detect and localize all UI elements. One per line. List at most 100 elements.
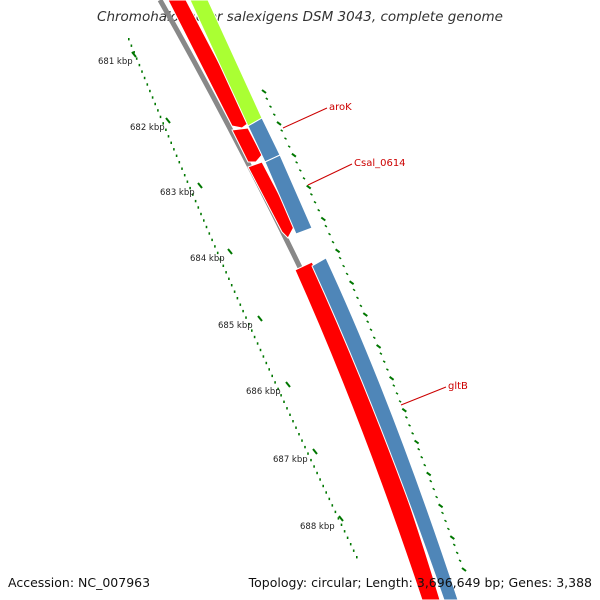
outer-ruler-tick	[382, 360, 386, 363]
forward-strand-features	[189, 0, 459, 600]
outer-ruler-tick	[376, 344, 382, 349]
cds-feature	[167, 0, 251, 129]
ruler-minor-tick	[186, 180, 189, 183]
outer-ruler-tick	[335, 248, 341, 254]
outer-ruler-tick	[411, 432, 415, 435]
ruler-minor-tick	[170, 141, 172, 144]
ruler-minor-tick	[216, 251, 219, 255]
ruler-label: 684 kbp	[190, 254, 225, 264]
ruler-minor-tick	[259, 348, 262, 352]
ruler-minor-tick	[343, 530, 346, 533]
ruler-label: 686 kbp	[246, 387, 281, 397]
outer-ruler-tick	[461, 567, 467, 572]
ruler-tick	[131, 51, 137, 58]
outer-ruler-tick	[423, 463, 427, 467]
cds-feature	[294, 261, 441, 600]
ruler-minor-tick	[239, 303, 242, 306]
outer-ruler-tick	[328, 232, 331, 236]
ruler-tick	[197, 182, 203, 189]
ruler-tick	[312, 448, 318, 455]
ruler-minor-tick	[181, 167, 183, 170]
ruler-minor-tick	[211, 238, 213, 242]
ruler-minor-tick	[233, 290, 236, 293]
outer-ruler-tick	[345, 272, 349, 276]
ruler-minor-tick	[295, 426, 297, 429]
ruler-minor-tick	[307, 452, 309, 455]
ruler-minor-ticks	[128, 38, 358, 559]
outer-ruler-tick	[284, 137, 287, 140]
ruler-minor-tick	[301, 439, 303, 442]
ruler-minor-tick	[298, 433, 300, 436]
outer-ruler-tick	[455, 551, 459, 555]
ruler-minor-tick	[146, 83, 149, 86]
ruler-minor-tick	[265, 361, 268, 365]
ruler-minor-tick	[208, 232, 211, 235]
ruler-minor-tick	[310, 458, 312, 462]
ruler-minor-tick	[319, 478, 321, 481]
ruler-minor-tick	[230, 284, 233, 287]
outer-ruler-tick	[441, 511, 444, 515]
ruler-minor-tick	[141, 70, 143, 73]
ruler-minor-tick	[159, 115, 162, 119]
ruler-minor-tick	[225, 271, 227, 274]
outer-ruler-tick	[306, 184, 312, 190]
outer-ruler-tick	[276, 121, 282, 126]
ruler-minor-tick	[135, 57, 138, 60]
ruler-minor-tick	[138, 63, 141, 67]
cds-feature	[264, 154, 313, 235]
outer-ruler-tick	[435, 495, 439, 499]
outer-ruler-tick	[379, 352, 383, 355]
ruler-minor-tick	[322, 484, 324, 488]
outer-ruler-tick	[414, 439, 420, 445]
outer-ruler-tick	[302, 177, 306, 180]
cds-feature	[231, 127, 263, 163]
ruler-minor-tick	[157, 109, 159, 112]
ruler-minor-tick	[340, 523, 343, 526]
outer-ruler-tick	[269, 105, 272, 109]
outer-ruler-tick	[295, 161, 299, 164]
ruler-minor-tick	[268, 368, 270, 371]
ruler-label: 688 kbp	[300, 522, 335, 532]
ruler-minor-tick	[242, 309, 244, 313]
ruler-minor-tick	[245, 316, 247, 319]
outer-ruler-tick	[356, 296, 359, 300]
ruler-minor-tick	[331, 504, 334, 507]
gene-leader-line	[282, 107, 328, 129]
ruler-minor-tick	[334, 510, 337, 514]
outer-ruler-tick	[452, 543, 456, 547]
ruler-minor-tick	[165, 128, 167, 131]
ruler-minor-tick	[222, 264, 225, 267]
ruler-minor-tick	[133, 51, 135, 54]
ruler-minor-tick	[151, 96, 154, 99]
outer-ruler-tick	[359, 304, 363, 308]
ruler-minor-tick	[256, 342, 259, 345]
topology-text: Topology: circular; Length: 3,696,649 bp…	[248, 575, 592, 590]
gene-label-arok[interactable]: aroK	[329, 102, 352, 113]
gene-leader-line	[400, 386, 447, 406]
ruler-minor-tick	[219, 258, 222, 261]
outer-ruler-tick	[369, 328, 373, 332]
outer-ruler-tick	[313, 200, 317, 204]
ruler-tick	[165, 117, 171, 124]
ruler-minor-tick	[154, 102, 156, 106]
ruler-minor-tick	[349, 543, 352, 546]
gene-label-csal-0614[interactable]: Csal_0614	[354, 158, 406, 169]
ruler-minor-tick	[253, 335, 256, 339]
ruler-tick	[338, 515, 344, 522]
outer-ruler-tick	[404, 416, 408, 419]
cds-feature	[247, 161, 296, 239]
ruler-minor-tick	[283, 400, 285, 403]
gene-label-gltb[interactable]: gltB	[448, 381, 468, 392]
ruler-minor-tick	[304, 445, 306, 449]
ruler-minor-tick	[271, 374, 273, 378]
ruler-label: 683 kbp	[160, 188, 195, 198]
ruler-minor-tick	[192, 193, 194, 196]
outer-ruler-tick	[401, 407, 407, 413]
gene-labels: aroK Csal_0614 gltB	[282, 102, 468, 406]
outer-ruler-tick	[429, 479, 433, 483]
ruler-minor-tick	[262, 355, 265, 358]
ruler-tick	[257, 315, 263, 322]
ruler-minor-tick	[248, 322, 250, 326]
